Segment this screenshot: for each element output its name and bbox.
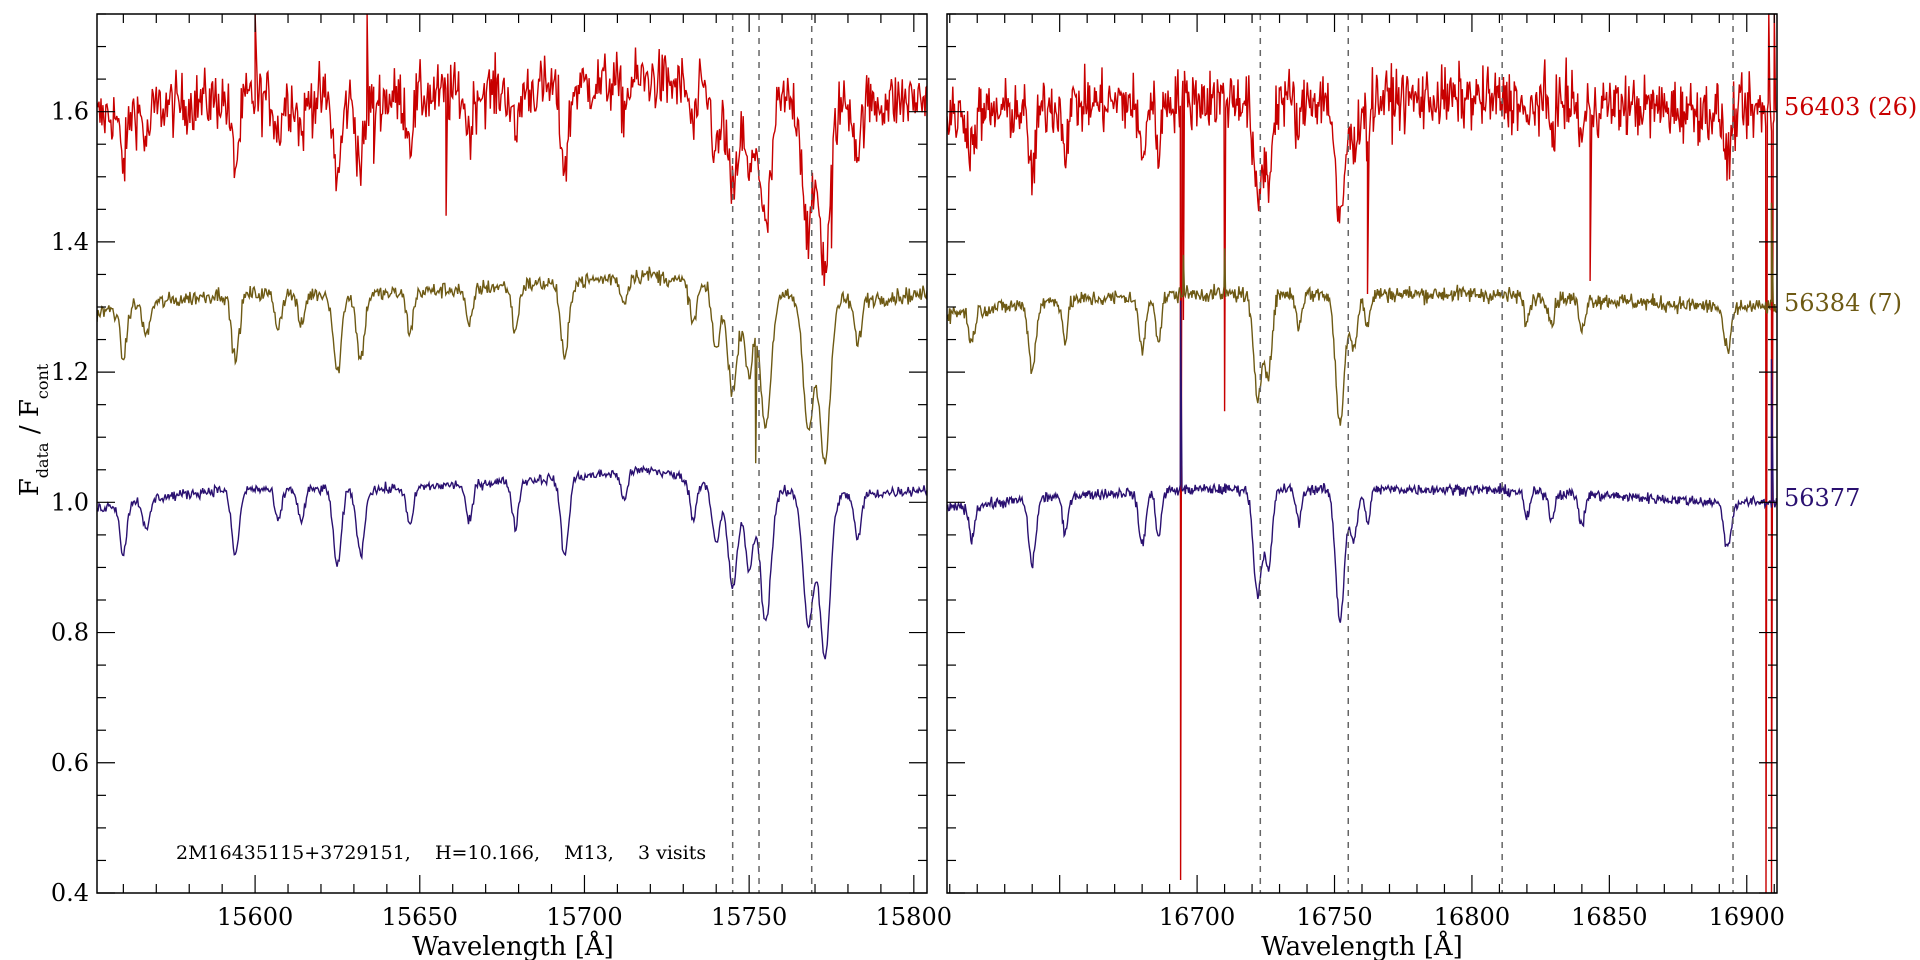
star-info-annotation: 2M16435115+3729151, H=10.166, M13, 3 vis… — [176, 842, 706, 864]
series-line-56377-panel-1 — [97, 464, 927, 660]
y-axis-label: Fdata / Fcont — [15, 363, 52, 496]
y-tick-label: 1.4 — [51, 228, 89, 256]
panel-frame-2 — [946, 13, 1778, 894]
y-axis-label-sub-cont: cont — [33, 363, 52, 399]
y-tick-label: 0.6 — [51, 749, 89, 777]
y-tick-label: 0.8 — [51, 619, 89, 647]
left-panel-curves — [97, 14, 927, 660]
x-tick-label: 15800 — [876, 903, 952, 931]
series-line-56377-panel-2 — [947, 300, 1777, 623]
y-tick-label: 0.4 — [51, 879, 89, 907]
y-axis-label-sub-data: data — [33, 442, 52, 478]
y-tick-label: 1.6 — [51, 98, 89, 126]
right-x-axis-label: Wavelength [Å] — [1261, 930, 1463, 960]
series-label-56403: 56403 (26) — [1784, 93, 1917, 121]
series-line-56384-panel-1 — [97, 266, 927, 465]
dashed-line-markers — [731, 14, 1734, 893]
x-tick-label: 16700 — [1159, 903, 1235, 931]
series-line-56403-panel-1 — [97, 14, 927, 286]
x-tick-label: 15600 — [217, 903, 293, 931]
series-line-56384-panel-2 — [947, 202, 1777, 426]
x-tick-label: 16800 — [1434, 903, 1510, 931]
series-line-56403-panel-2 — [947, 14, 1777, 893]
panel-frame-1 — [96, 13, 928, 894]
x-tick-label: 15650 — [382, 903, 458, 931]
y-axis-label-mid: / F — [15, 399, 45, 442]
x-tick-label: 16900 — [1709, 903, 1785, 931]
y-tick-label: 1.0 — [51, 488, 89, 516]
series-label-56377: 56377 — [1784, 484, 1860, 512]
x-tick-label: 15750 — [711, 903, 787, 931]
x-tick-label: 16750 — [1296, 903, 1372, 931]
axes-frames — [96, 13, 1778, 894]
series-label-56384: 56384 (7) — [1784, 289, 1902, 317]
x-tick-label: 16850 — [1571, 903, 1647, 931]
right-panel-curves — [947, 14, 1777, 893]
axis-ticks: 15600 15650 15700 15750 15800 0.4 0.6 0.8 1.0 1.2… — [51, 13, 1785, 931]
y-tick-label: 1.2 — [51, 358, 89, 386]
left-x-axis-label: Wavelength [Å] — [412, 930, 614, 960]
x-tick-label: 15700 — [546, 903, 622, 931]
y-axis-label-main: F — [15, 478, 45, 496]
